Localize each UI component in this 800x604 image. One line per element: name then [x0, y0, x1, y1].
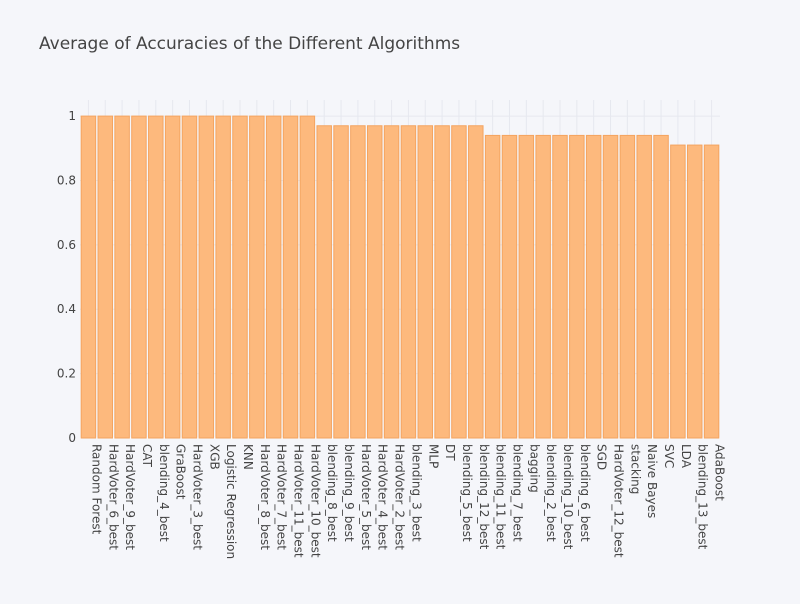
x-tick-label: stacking — [628, 444, 642, 494]
bar[interactable] — [468, 125, 484, 439]
x-tick-label: blending_8_best — [325, 444, 339, 542]
x-tick-label: HardVoter_12_best — [612, 444, 626, 558]
x-tick-label: blending_12_best — [477, 444, 491, 550]
x-tick-label: HardVoter_9_best — [123, 444, 137, 550]
x-tick-label: SGD — [595, 444, 609, 470]
bar[interactable] — [350, 125, 366, 439]
x-tick-label: HardVoter_10_best — [308, 444, 322, 558]
bar[interactable] — [333, 125, 349, 439]
bar[interactable] — [602, 134, 619, 439]
x-tick-label: Logistic Regression — [224, 444, 238, 559]
bar[interactable] — [164, 115, 181, 439]
x-tick-label: HardVoter_11_best — [292, 444, 306, 558]
x-tick-label: blending_7_best — [510, 444, 524, 542]
x-tick-label: GraBoost — [174, 444, 188, 500]
x-tick-label: HardVoter_5_best — [359, 444, 373, 550]
chart-title: Average of Accuracies of the Different A… — [39, 34, 461, 54]
y-tick-label: 0.4 — [57, 302, 76, 316]
x-tick-label: HardVoter_8_best — [258, 444, 272, 550]
bar[interactable] — [619, 134, 636, 439]
bar[interactable] — [518, 134, 535, 439]
x-axis-ticks: Random Forest HardVoter_6_best HardVoter_9… — [89, 444, 726, 559]
x-tick-label: HardVoter_3_best — [190, 444, 204, 550]
bar[interactable] — [484, 134, 501, 439]
bar[interactable] — [569, 134, 585, 439]
y-tick-label: 0.2 — [57, 367, 76, 381]
bar[interactable] — [114, 115, 130, 439]
x-tick-label: CAT — [140, 444, 154, 468]
x-tick-label: XGB — [207, 444, 221, 470]
bar[interactable] — [451, 125, 467, 439]
x-tick-label: blending_10_best — [561, 444, 575, 550]
x-tick-label: blending_3_best — [409, 444, 423, 542]
y-tick-label: 0 — [68, 431, 76, 445]
bar[interactable] — [535, 134, 551, 439]
x-tick-label: blending_6_best — [578, 444, 592, 542]
bar[interactable] — [383, 125, 400, 439]
bar[interactable] — [686, 144, 703, 439]
bar[interactable] — [316, 125, 332, 439]
x-tick-label: Random Forest — [89, 444, 103, 535]
x-tick-label: HardVoter_2_best — [393, 444, 407, 550]
x-tick-label: Naive Bayes — [645, 444, 659, 518]
x-tick-label: blending_4_best — [157, 444, 171, 542]
x-tick-label: AdaBoost — [713, 444, 727, 501]
bar[interactable] — [501, 134, 518, 439]
bar[interactable] — [585, 134, 602, 439]
x-tick-label: HardVoter_7_best — [275, 444, 289, 550]
bar[interactable] — [148, 115, 164, 439]
bar[interactable] — [131, 115, 147, 439]
bars — [80, 115, 720, 439]
bar[interactable] — [265, 115, 282, 439]
x-tick-label: blending_9_best — [342, 444, 356, 542]
bar[interactable] — [366, 125, 383, 439]
bar[interactable] — [703, 144, 720, 439]
bar[interactable] — [653, 134, 669, 439]
x-tick-label: blending_5_best — [460, 444, 474, 542]
bar[interactable] — [400, 125, 417, 439]
bar[interactable] — [215, 115, 231, 439]
x-tick-label: DT — [443, 444, 457, 461]
bar[interactable] — [80, 115, 97, 439]
x-tick-label: LDA — [679, 444, 693, 469]
bar[interactable] — [249, 115, 265, 439]
bar[interactable] — [198, 115, 215, 439]
x-tick-label: HardVoter_4_best — [376, 444, 390, 550]
y-axis-ticks: 0 0.2 0.4 0.6 0.8 1 — [57, 109, 76, 445]
x-tick-label: SVC — [662, 444, 676, 468]
bar[interactable] — [670, 144, 686, 439]
x-tick-label: bagging — [527, 444, 541, 493]
x-tick-label: blending_2_best — [544, 444, 558, 542]
bar[interactable] — [181, 115, 198, 439]
bar[interactable] — [434, 125, 450, 439]
x-tick-label: HardVoter_6_best — [106, 444, 120, 550]
x-tick-label: blending_11_best — [494, 444, 508, 550]
bar[interactable] — [552, 134, 568, 439]
y-tick-label: 0.6 — [57, 238, 76, 252]
x-tick-label: MLP — [426, 444, 440, 468]
bar[interactable] — [232, 115, 248, 439]
bar[interactable] — [417, 125, 434, 439]
x-tick-label: KNN — [241, 444, 255, 470]
y-tick-label: 1 — [68, 109, 76, 123]
bar[interactable] — [636, 134, 652, 439]
x-tick-label: blending_13_best — [696, 444, 710, 550]
bar[interactable] — [97, 115, 114, 439]
bar[interactable] — [299, 115, 316, 439]
bar[interactable] — [282, 115, 299, 439]
y-tick-label: 0.8 — [57, 173, 76, 187]
